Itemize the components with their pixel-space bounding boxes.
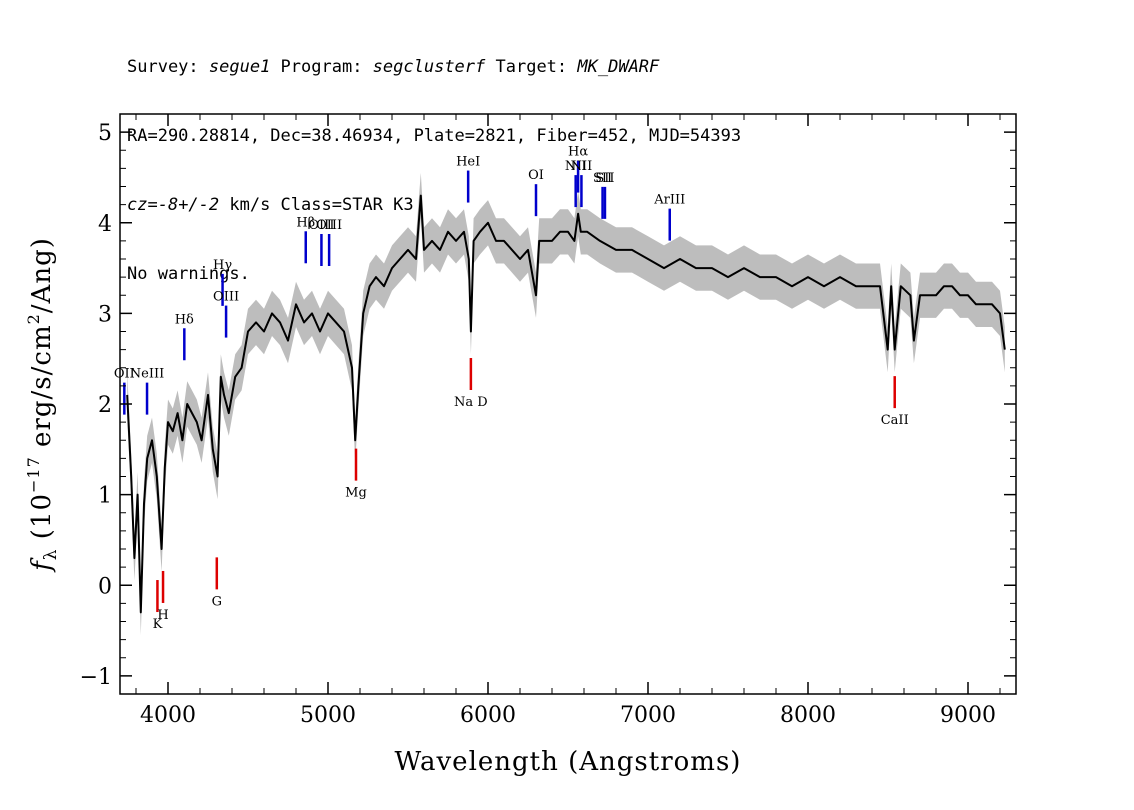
header-line-2: RA=290.28814, Dec=38.46934, Plate=2821, … — [127, 126, 742, 146]
y-label-sub: λ — [41, 548, 61, 560]
x-tick-label: 7000 — [620, 703, 676, 728]
emission-line-label: OIII — [308, 218, 334, 233]
x-tick-label: 9000 — [940, 703, 996, 728]
y-label-exp: −17 — [24, 456, 43, 493]
y-tick-label: −1 — [80, 665, 112, 690]
emission-line-label: NII — [571, 159, 593, 174]
absorption-line-label: K — [153, 617, 163, 632]
header-line-1: Survey: segue1 Program: segclusterf Targ… — [127, 56, 741, 79]
emission-line-label: Hβ — [296, 215, 315, 230]
y-tick-label: 2 — [98, 393, 112, 418]
plot-frame — [119, 113, 1017, 695]
emission-line-label: OIII — [213, 290, 239, 305]
emission-line-label: OI — [528, 168, 544, 183]
y-tick-label: 3 — [98, 302, 112, 327]
y-axis-label: fλ (10−17 erg/s/cm2/Ang) — [24, 237, 61, 573]
absorption-line-label: Mg — [345, 486, 367, 501]
y-label-tail: /Ang) — [27, 237, 57, 313]
emission-line-label: HeI — [456, 155, 480, 170]
program-label: Program: — [270, 57, 373, 77]
emission-line-label: NII — [565, 159, 587, 174]
y-label-units: erg/s/cm — [27, 324, 57, 456]
x-tick-label: 6000 — [460, 703, 516, 728]
header-line-4: No warnings. — [127, 264, 250, 284]
spectrum-header: Survey: segue1 Program: segclusterf Targ… — [127, 10, 741, 309]
survey-value: segue1 — [208, 57, 271, 77]
y-label-open: (10 — [27, 493, 57, 549]
y-tick-label: 1 — [98, 484, 112, 509]
emission-line-label: SII — [593, 171, 612, 186]
emission-line-label: SII — [595, 171, 614, 186]
emission-line-label: OII — [114, 367, 135, 382]
emission-line-label: ArIII — [653, 193, 685, 208]
x-tick-label: 8000 — [780, 703, 836, 728]
target-label: Target: — [485, 57, 578, 77]
spectrum-error-band — [127, 172, 1005, 636]
emission-line-label: OIII — [316, 218, 342, 233]
y-tick-label: 0 — [98, 574, 112, 599]
header-line-3: cz=-8+/-2 km/s Class=STAR K3 — [127, 194, 741, 217]
cz-label: cz — [127, 195, 148, 215]
y-label-exp2: 2 — [24, 313, 43, 324]
x-tick-label: 5000 — [300, 703, 356, 728]
emission-line-label: Hγ — [213, 258, 232, 273]
emission-line-label: Hδ — [175, 312, 194, 327]
plot-layer: HeIOINIIHαNIISIISIIArIIIHβOIIIOIIIHγOIII… — [114, 145, 1006, 636]
class-info: km/s Class=STAR K3 — [219, 195, 414, 215]
cz-value: =-8+/-2 — [147, 195, 220, 215]
y-label-f: f — [27, 557, 57, 573]
target-value: MK_DWARF — [577, 57, 660, 77]
absorption-line-label: Na D — [454, 395, 488, 410]
tick-layer: 4000 5000 6000 7000 8000 9000 −1 0 1 2 3 4 5 — [80, 114, 1016, 728]
emission-line-label: NeIII — [130, 367, 164, 382]
spectrum-line — [126, 194, 1006, 614]
y-tick-label: 4 — [98, 212, 112, 237]
x-axis-label: Wavelength (Angstroms) — [395, 747, 742, 777]
absorption-line-label: G — [212, 594, 222, 609]
y-tick-label: 5 — [98, 121, 112, 146]
absorption-line-label: CaII — [881, 413, 909, 428]
absorption-line-label: H — [157, 608, 168, 623]
survey-label: Survey: — [127, 57, 209, 77]
x-tick-label: 4000 — [140, 703, 196, 728]
emission-line-label: Hα — [568, 145, 588, 160]
program-value: segclusterf — [372, 57, 486, 77]
